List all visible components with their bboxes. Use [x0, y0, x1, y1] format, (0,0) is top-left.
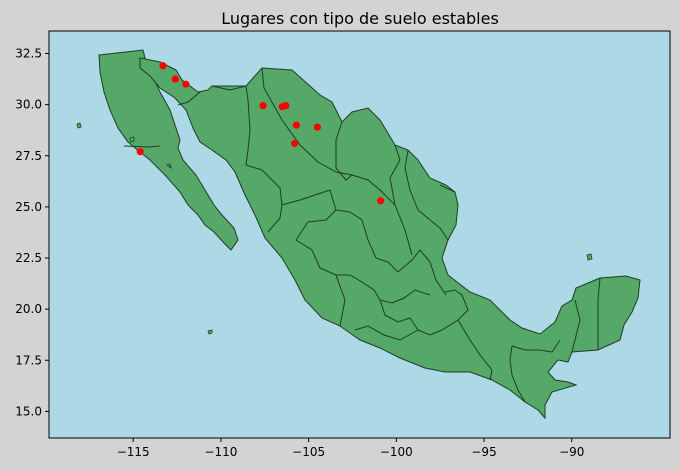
x-tick-label: −95: [471, 445, 496, 459]
baja-california-peninsula: [98, 49, 239, 251]
state-borders: [123, 67, 601, 403]
x-axis: −115 −110 −105 −100 −95 −90: [117, 438, 584, 459]
island: [586, 253, 593, 261]
scatter-point: [282, 102, 290, 110]
y-tick-label: 30.0: [15, 98, 42, 112]
scatter-point: [182, 80, 190, 88]
island: [166, 163, 172, 169]
mexico-states-map: [76, 49, 641, 420]
island: [207, 329, 213, 335]
y-axis: 15.0 17.5 20.0 22.5 25.0 27.5 30.0 32.5: [15, 46, 49, 418]
mexico-mainland: [139, 57, 641, 420]
scatter-point: [376, 197, 385, 205]
x-tick-label: −100: [380, 445, 413, 459]
chart-title: Lugares con tipo de suelo estables: [221, 9, 499, 28]
x-tick-label: −110: [204, 445, 237, 459]
y-tick-label: 32.5: [15, 46, 42, 60]
data-points: [136, 62, 385, 205]
y-tick-label: 20.0: [15, 302, 42, 316]
x-tick-label: −115: [117, 445, 150, 459]
y-tick-label: 15.0: [15, 404, 42, 418]
x-tick-label: −90: [559, 445, 584, 459]
scatter-point: [259, 102, 267, 110]
x-tick-label: −105: [292, 445, 325, 459]
y-tick-label: 22.5: [15, 251, 42, 265]
scatter-point: [313, 123, 321, 131]
scatter-point: [171, 75, 179, 83]
island: [129, 136, 135, 143]
scatter-point: [136, 148, 144, 156]
scatter-point: [159, 62, 167, 70]
plot-frame: [48, 30, 671, 439]
island: [76, 122, 82, 129]
y-tick-label: 27.5: [15, 149, 42, 163]
scatter-point: [292, 121, 300, 129]
scatter-point: [290, 139, 299, 148]
y-tick-label: 17.5: [15, 353, 42, 367]
y-tick-label: 25.0: [15, 200, 42, 214]
